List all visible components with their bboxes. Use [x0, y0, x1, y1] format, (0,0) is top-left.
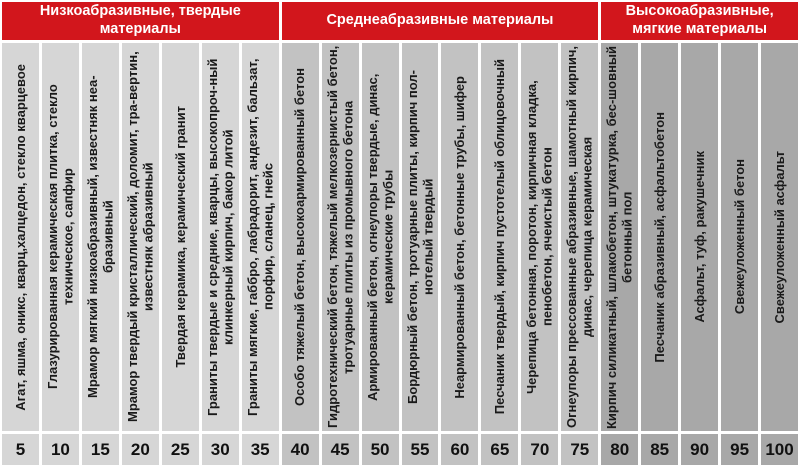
- material-column: Неармированный бетон, бетонные трубы, ши…: [441, 43, 479, 431]
- material-column: Бордюрный бетон, тротуарные плиты, кирпи…: [401, 43, 439, 431]
- material-column: Песчаник абразивный, асфальтобетон: [641, 43, 679, 431]
- abrasiveness-value: 25: [161, 434, 199, 465]
- material-label: Неармированный бетон, бетонные трубы, ши…: [452, 75, 468, 399]
- material-column: Свежеуложенный бетон: [721, 43, 759, 431]
- section-header-medium-abrasive: Среднеабразивные материалы: [281, 2, 599, 40]
- abrasiveness-value: 90: [681, 434, 719, 465]
- material-column: Гидротехнический бетон, тяжелый мелкозер…: [321, 43, 359, 431]
- section-header-high-abrasive: Высокоабразивные, мягкие материалы: [601, 2, 798, 40]
- abrasiveness-value: 35: [241, 434, 279, 465]
- material-label: Твердая керамика, керамический гранит: [172, 106, 188, 368]
- material-label: Глазурированная керамическая плитка, сте…: [45, 84, 76, 390]
- abrasiveness-value: 20: [121, 434, 159, 465]
- abrasiveness-value: 80: [601, 434, 639, 465]
- material-label: Мрамор твердый кристаллический, доломит,…: [124, 51, 156, 423]
- material-label: Мрамор мягкий низкоабразивный, известняк…: [85, 75, 116, 399]
- section-header-low-abrasive: Низкоабразивные, твердые материалы: [2, 2, 279, 40]
- material-label: Свежеуложенный асфальт: [771, 150, 787, 324]
- material-label: Армированный бетон, огнеупоры твердые, д…: [364, 73, 396, 401]
- abrasiveness-value: 40: [281, 434, 319, 465]
- abrasiveness-value: 70: [521, 434, 559, 465]
- material-column: Граниты мягкие, габбро, лабрадорит, анде…: [241, 43, 279, 431]
- material-column: Кирпич силикатный, шлакобетон, штукатурк…: [601, 43, 639, 431]
- material-label: Черепица бетонная, поротон, кирпичная кл…: [524, 80, 555, 394]
- abrasiveness-value: 65: [481, 434, 519, 465]
- abrasiveness-value: 30: [201, 434, 239, 465]
- abrasiveness-value: 10: [41, 434, 79, 465]
- material-label: Песчаник твердый, кирпич пустотелый обли…: [492, 59, 508, 415]
- material-column: Твердая керамика, керамический гранит: [161, 43, 199, 431]
- abrasiveness-value: 75: [561, 434, 599, 465]
- material-column: Особо тяжелый бетон, высокоармированный …: [281, 43, 319, 431]
- abrasiveness-value: 55: [401, 434, 439, 465]
- material-column: Свежеуложенный асфальт: [761, 43, 798, 431]
- material-label: Асфальт, туф, ракушечник: [691, 151, 707, 323]
- material-column: Асфальт, туф, ракушечник: [681, 43, 719, 431]
- material-label: Бордюрный бетон, тротуарные плиты, кирпи…: [404, 70, 435, 404]
- material-column: Черепица бетонная, поротон, кирпичная кл…: [521, 43, 559, 431]
- material-column: Песчаник твердый, кирпич пустотелый обли…: [481, 43, 519, 431]
- abrasiveness-value: 100: [761, 434, 798, 465]
- material-label: Свежеуложенный бетон: [731, 159, 747, 315]
- material-column: Граниты твердые и средние, кварцы, высок…: [201, 43, 239, 431]
- material-label: Кирпич силикатный, шлакобетон, штукатурк…: [604, 45, 635, 429]
- material-column: Агат, яшма, оникс, кварц,халцедон, стекл…: [2, 43, 39, 431]
- material-label: Граниты мягкие, габбро, лабрадорит, анде…: [244, 58, 276, 416]
- material-column: Огнеупоры прессованные абразивные, шамот…: [561, 43, 599, 431]
- material-column: Мрамор мягкий низкоабразивный, известняк…: [81, 43, 119, 431]
- abrasiveness-value: 5: [2, 434, 39, 465]
- abrasiveness-value: 60: [441, 434, 479, 465]
- material-label: Агат, яшма, оникс, кварц,халцедон, стекл…: [12, 63, 28, 411]
- material-label: Огнеупоры прессованные абразивные, шамот…: [564, 46, 595, 429]
- abrasiveness-value: 95: [721, 434, 759, 465]
- material-column: Мрамор твердый кристаллический, доломит,…: [121, 43, 159, 431]
- material-column: Глазурированная керамическая плитка, сте…: [41, 43, 79, 431]
- material-label: Особо тяжелый бетон, высокоармированный …: [292, 68, 308, 406]
- material-label: Гидротехнический бетон, тяжелый мелкозер…: [324, 45, 356, 429]
- abrasiveness-value: 45: [321, 434, 359, 465]
- material-label: Граниты твердые и средние, кварцы, высок…: [204, 58, 236, 416]
- material-label: Песчаник абразивный, асфальтобетон: [652, 111, 667, 363]
- abrasiveness-value: 85: [641, 434, 679, 465]
- material-column: Армированный бетон, огнеупоры твердые, д…: [361, 43, 399, 431]
- abrasiveness-value: 15: [81, 434, 119, 465]
- abrasiveness-value: 50: [361, 434, 399, 465]
